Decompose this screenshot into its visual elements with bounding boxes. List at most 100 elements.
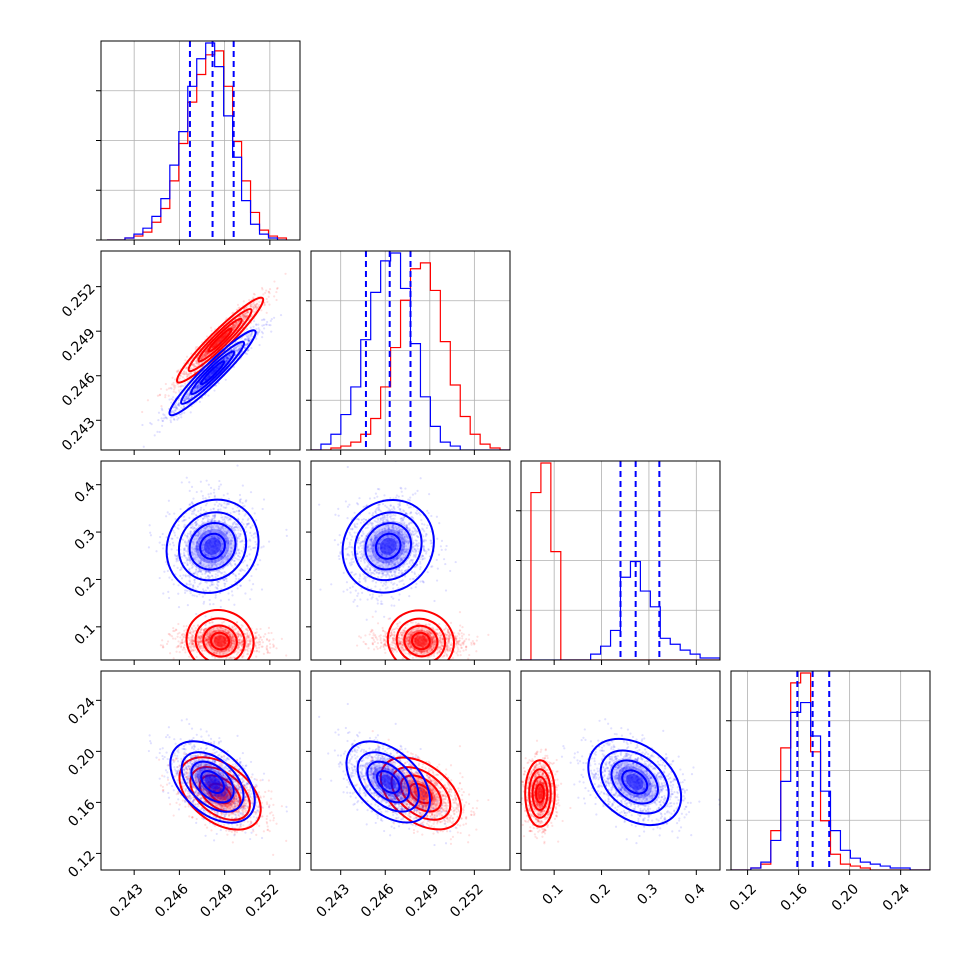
scatter-point [183, 370, 186, 373]
scatter-point [183, 400, 186, 403]
scatter-point [158, 541, 161, 544]
scatter-point [189, 411, 192, 414]
scatter-point [252, 302, 255, 305]
scatter-point [182, 515, 186, 518]
scatter-point [270, 317, 273, 321]
scatter-point [269, 324, 272, 327]
scatter-point [196, 386, 199, 389]
scatter-point [181, 648, 184, 651]
scatter-point [231, 324, 235, 327]
scatter-point [245, 315, 248, 318]
scatter-point [264, 291, 267, 295]
scatter-point [285, 654, 288, 657]
scatter-point [177, 403, 180, 406]
scatter-point [206, 352, 209, 355]
scatter-point [194, 630, 197, 633]
scatter-point [267, 290, 270, 293]
scatter-point [255, 628, 258, 631]
scatter-point [191, 523, 194, 526]
scatter-point [182, 405, 186, 408]
scatter-point [280, 637, 283, 640]
scatter-point [235, 323, 238, 326]
scatter-point [231, 312, 234, 315]
scatter-point [222, 335, 225, 338]
scatter-point [205, 349, 208, 353]
scatter-point [228, 353, 231, 357]
scatter-point [161, 543, 164, 547]
scatter-point [238, 344, 241, 347]
scatter-point [203, 355, 206, 358]
scatter-point [279, 313, 283, 317]
scatter-point [192, 389, 195, 393]
scatter-point [182, 371, 186, 374]
scatter-point [268, 323, 271, 327]
scatter-point [209, 486, 213, 489]
scatter-point [257, 646, 261, 649]
scatter-point [177, 378, 180, 381]
scatter-point [248, 339, 251, 342]
scatter-point [184, 397, 188, 400]
scatter-point [189, 372, 192, 375]
scatter-point [221, 335, 224, 339]
scatter-point [212, 491, 216, 494]
scatter-point [195, 655, 198, 659]
scatter-point [169, 419, 172, 422]
scatter-point [199, 358, 202, 361]
scatter-point [187, 397, 190, 400]
scatter-point [246, 650, 249, 653]
scatter-point [208, 603, 212, 606]
scatter-point [242, 315, 245, 319]
scatter-point [211, 372, 214, 375]
scatter-point [196, 385, 199, 388]
scatter-point [232, 510, 235, 513]
scatter-point [256, 563, 259, 566]
scatter-point [226, 356, 229, 360]
scatter-point [212, 345, 215, 348]
scatter-point [207, 375, 211, 378]
scatter-point [254, 305, 258, 308]
scatter-point [272, 663, 274, 665]
scatter-point [219, 337, 223, 340]
scatter-point [210, 372, 213, 375]
scatter-point [192, 624, 195, 627]
scatter-point [186, 396, 189, 399]
scatter-point [242, 320, 245, 323]
scatter-point [172, 657, 175, 660]
scatter-point [177, 606, 181, 609]
scatter-point [262, 635, 265, 638]
scatter-point [235, 322, 238, 325]
scatter-point [276, 287, 279, 290]
scatter-point [214, 343, 217, 346]
scatter-point [158, 576, 161, 580]
scatter-point [268, 642, 272, 646]
scatter-point [181, 376, 185, 379]
scatter-point [215, 342, 218, 346]
scatter-point [245, 564, 249, 567]
scatter-point [252, 307, 255, 311]
scatter-point [216, 367, 219, 370]
scatter-point [171, 637, 175, 640]
scatter-point [245, 316, 248, 319]
scatter-point [214, 368, 217, 371]
scatter-point [182, 405, 185, 408]
scatter-point [263, 318, 266, 321]
scatter-point [221, 336, 224, 339]
hist-group [107, 41, 288, 240]
scatter-point [260, 318, 264, 322]
scatter-point [250, 331, 253, 334]
scatter-point [196, 385, 199, 388]
scatter-point [184, 399, 187, 402]
scatter-point [194, 570, 197, 574]
scatter-point [266, 651, 269, 654]
scatter-point [241, 313, 244, 316]
scatter-point [161, 408, 164, 412]
scatter-point [214, 575, 217, 579]
scatter-point [247, 349, 250, 352]
scatter-point [183, 372, 186, 375]
scatter-point [225, 331, 228, 335]
scatter-point [238, 552, 241, 555]
scatter-point [173, 629, 176, 633]
scatter-point [183, 399, 186, 402]
scatter-point [192, 648, 195, 652]
